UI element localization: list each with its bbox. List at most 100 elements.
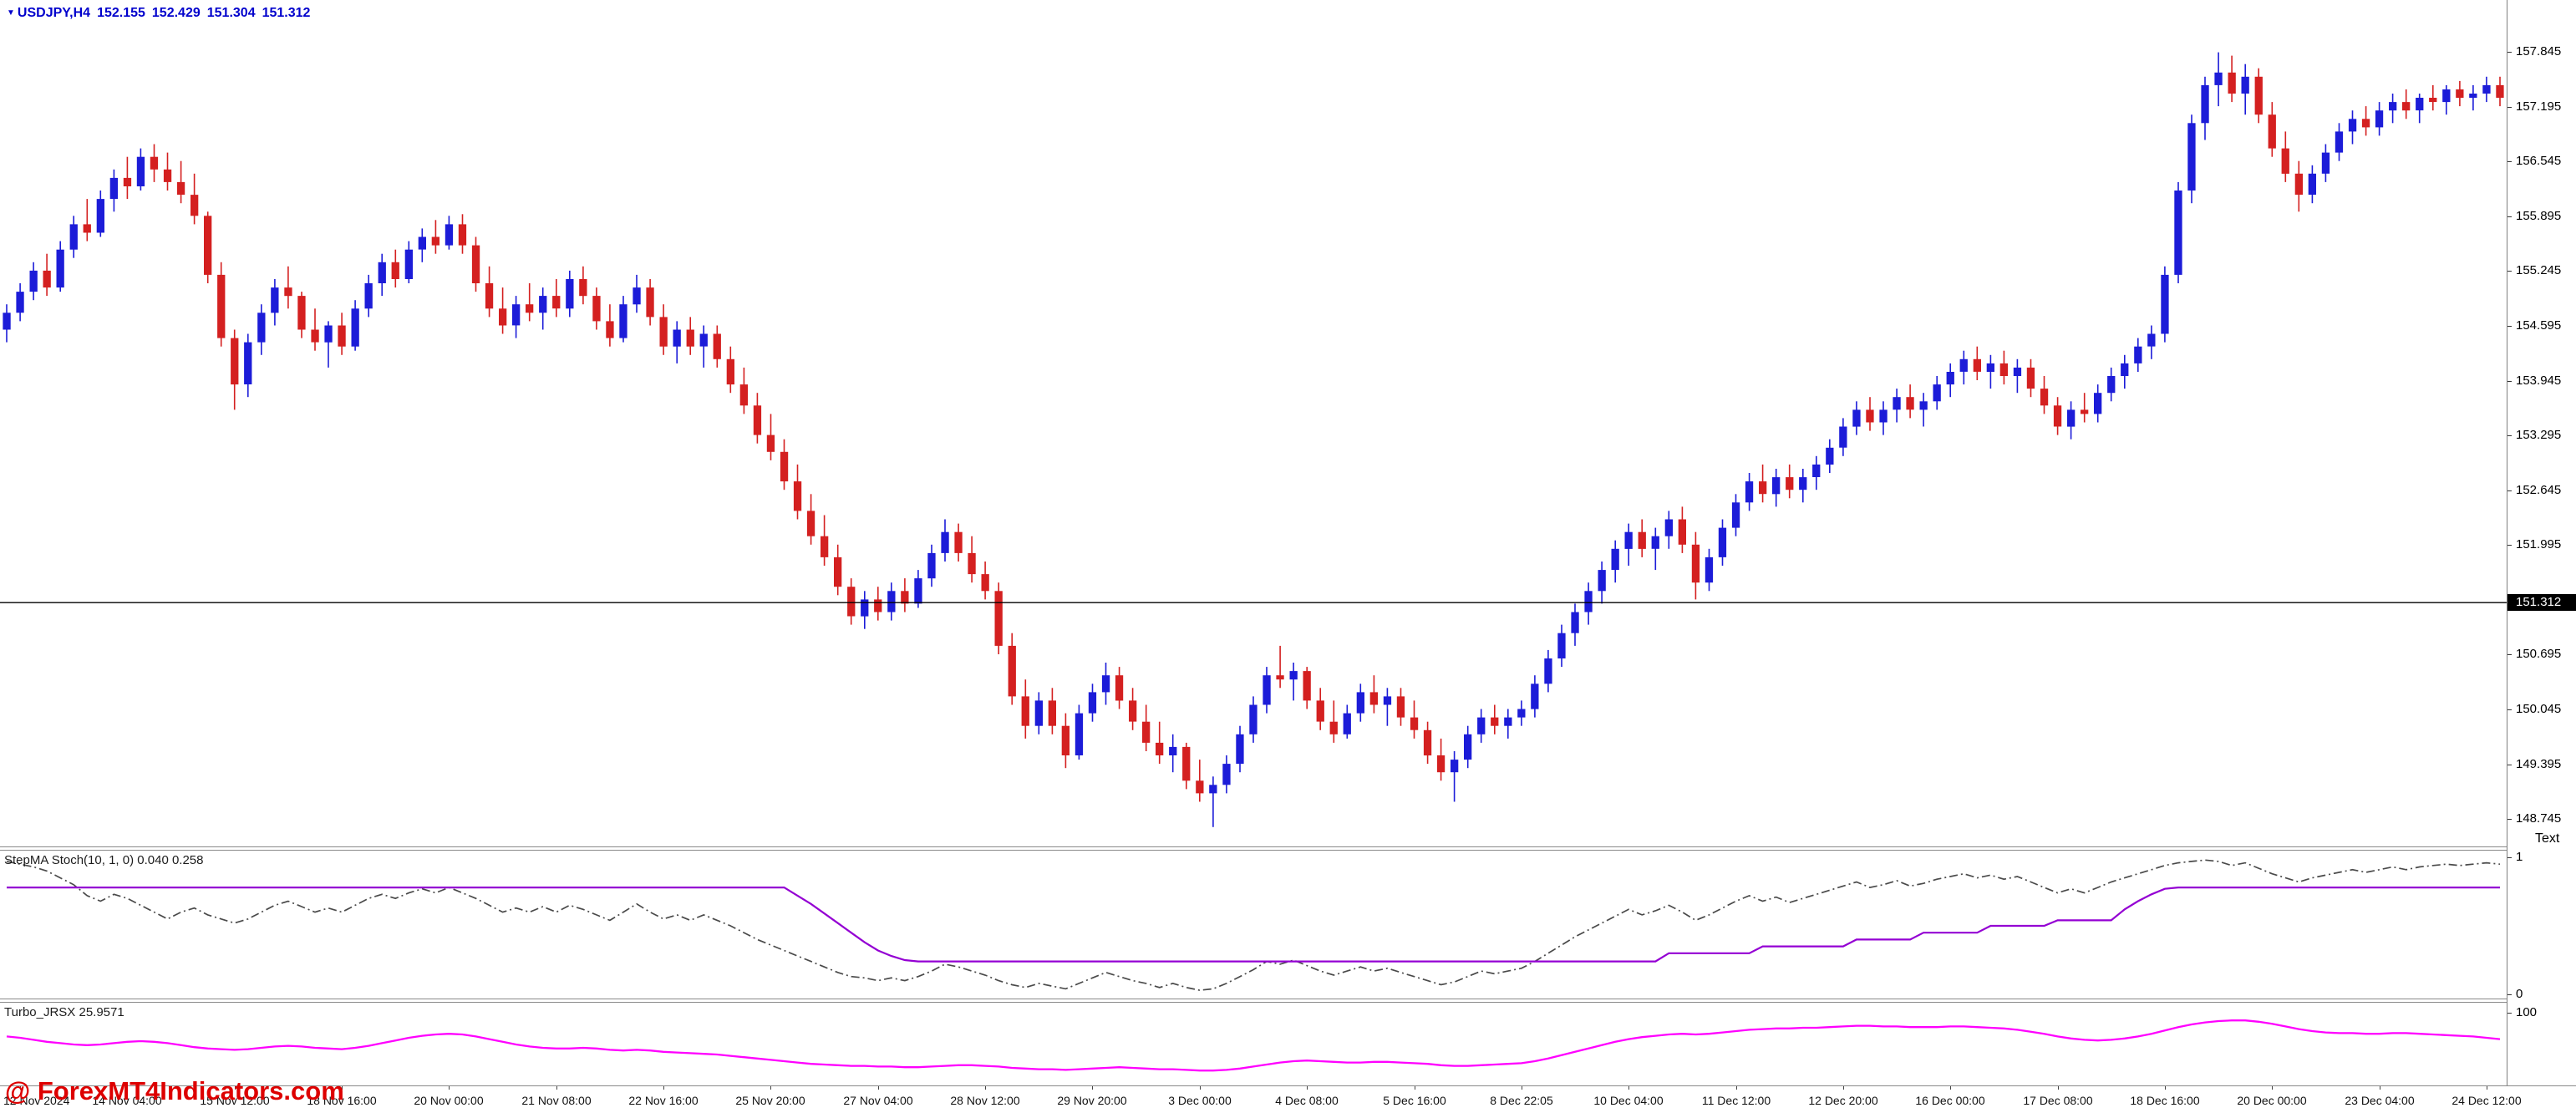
candle-up [1034, 700, 1043, 726]
symbol-label: USDJPY,H4 [17, 6, 91, 20]
price-axis-label: 157.195 [2507, 99, 2576, 114]
time-axis-label: 15 Nov 12:00 [200, 1094, 270, 1107]
price-axis-label: 148.745 [2507, 811, 2576, 826]
candle-down [499, 308, 507, 326]
candle-up [1826, 447, 1834, 465]
candle-up [136, 156, 145, 186]
candle-down [176, 181, 185, 195]
turbo-jrsx-panel[interactable]: Turbo_JRSX 25.9571 [0, 1003, 2507, 1085]
time-axis-tick [20, 1086, 21, 1090]
time-axis-label: 20 Nov 00:00 [414, 1094, 484, 1107]
candle-down [2281, 148, 2289, 174]
quote-high: 152.429 [151, 6, 201, 20]
price-axis[interactable]: 157.845 157.195 156.545 155.895 155.245 154.5… [2507, 0, 2576, 1085]
candle-down [659, 317, 668, 347]
candle-up [2308, 173, 2316, 195]
candle-down [1436, 755, 1446, 773]
time-axis-tick [235, 1086, 236, 1090]
candle-down [485, 283, 494, 309]
candle-down [458, 224, 467, 246]
candle-down [1115, 675, 1124, 701]
candle-down [1691, 544, 1700, 583]
panel-separator[interactable] [0, 846, 2576, 851]
time-axis-label: 16 Dec 00:00 [1915, 1094, 1985, 1107]
candle-down [2228, 72, 2236, 94]
price-axis-label: 153.945 [2507, 374, 2576, 389]
time-axis-label: 11 Dec 12:00 [1701, 1094, 1771, 1107]
time-axis-tick [1307, 1086, 1308, 1090]
candle-up [1611, 548, 1619, 570]
stepma-line [7, 886, 2500, 963]
candle-up [1731, 502, 1740, 528]
candle-up [2187, 123, 2196, 191]
stoch-dashed-line [6, 859, 2501, 991]
candle-up [1544, 658, 1552, 684]
candle-down [1396, 696, 1405, 718]
time-axis-label: 27 Nov 04:00 [843, 1094, 913, 1107]
time-axis-tick [127, 1086, 128, 1090]
candle-up [1839, 426, 1847, 448]
candle-up [1557, 633, 1566, 658]
candle-down [713, 333, 721, 359]
time-axis-label: 5 Dec 16:00 [1383, 1094, 1446, 1107]
candle-down [526, 304, 534, 313]
candle-down [1129, 700, 1137, 722]
candle-down [1973, 358, 1981, 372]
candle-up [1933, 384, 1941, 402]
time-axis-label: 17 Dec 08:00 [2023, 1094, 2093, 1107]
stepma-axis-label-bottom: 0 [2507, 987, 2576, 1002]
time-axis-tick [985, 1086, 986, 1090]
candle-down [2254, 76, 2263, 115]
time-axis-label: 21 Nov 08:00 [521, 1094, 592, 1107]
time-axis-tick [1736, 1086, 1737, 1090]
candle-up [1879, 409, 1888, 423]
candle-down [646, 287, 654, 318]
candle-down [834, 556, 842, 587]
time-axis-tick [878, 1086, 879, 1090]
candle-up [2201, 84, 2209, 124]
candle-up [1343, 713, 1351, 734]
turbo-jrsx-chart[interactable] [0, 1003, 2507, 1085]
price-axis-label: 150.695 [2507, 647, 2576, 662]
time-axis-label: 4 Dec 08:00 [1275, 1094, 1339, 1107]
candle-down [1491, 717, 1499, 726]
candle-up [1101, 675, 1110, 693]
candle-down [1061, 725, 1070, 755]
candlestick-chart[interactable] [0, 0, 2507, 846]
candle-down [2361, 119, 2370, 128]
candle-up [1451, 760, 1459, 773]
candle-up [1705, 556, 1714, 583]
candle-down [1423, 729, 1432, 756]
candle-up [619, 304, 627, 338]
candle-up [633, 287, 641, 305]
symbol-marker-icon: ▼ [7, 8, 15, 18]
candle-down [994, 591, 1003, 646]
stepma-stoch-panel[interactable]: StepMA Stoch(10, 1, 0) 0.040 0.258 [0, 851, 2507, 999]
candle-up [512, 304, 521, 326]
quote-open: 152.155 [97, 6, 145, 20]
candle-up [16, 292, 24, 313]
candle-down [1678, 519, 1686, 545]
candle-down [123, 177, 132, 186]
time-axis-label: 8 Dec 22:05 [1490, 1094, 1553, 1107]
candle-down [753, 405, 762, 435]
time-axis[interactable]: 12 Nov 2024 14 Nov 04:00 15 Nov 12:00 18 No… [0, 1085, 2576, 1113]
price-axis-label: 149.395 [2507, 757, 2576, 772]
candle-up [914, 578, 922, 604]
price-axis-label: 155.245 [2507, 263, 2576, 278]
candle-up [1745, 481, 1754, 503]
candle-down [297, 296, 306, 330]
candle-up [364, 283, 373, 309]
candle-up [2161, 274, 2169, 334]
candle-up [2348, 119, 2357, 132]
panel-separator[interactable] [0, 999, 2576, 1003]
candle-down [847, 587, 856, 617]
stepma-stoch-chart[interactable] [0, 851, 2507, 999]
candle-up [941, 531, 949, 553]
time-axis-label: 23 Dec 04:00 [2345, 1094, 2415, 1107]
candle-up [445, 224, 454, 246]
candle-down [2268, 114, 2276, 149]
quote-low: 151.304 [206, 6, 256, 20]
main-chart-panel[interactable]: ▼ USDJPY,H4 152.155 152.429 151.304 151.312 [0, 0, 2507, 846]
candle-down [338, 325, 346, 347]
